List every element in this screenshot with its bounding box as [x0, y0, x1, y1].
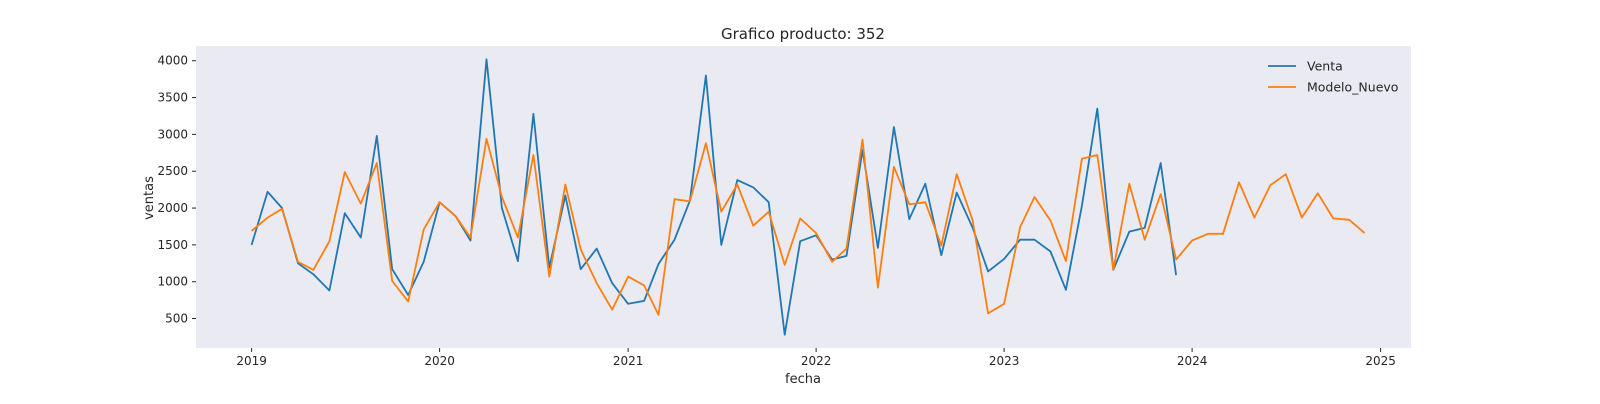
y-tick-label: 1000	[157, 275, 188, 289]
x-tick-label: 2023	[989, 354, 1020, 368]
y-tick-label: 500	[165, 312, 188, 326]
x-tick-label: 2020	[424, 354, 455, 368]
y-tick-label: 3000	[157, 127, 188, 141]
chart-title: Grafico producto: 352	[721, 25, 885, 43]
x-tick-label: 2024	[1177, 354, 1208, 368]
legend-label: Modelo_Nuevo	[1307, 80, 1398, 95]
x-tick-label: 2025	[1365, 354, 1396, 368]
y-tick-label: 4000	[157, 54, 188, 68]
x-tick-label: 2022	[801, 354, 832, 368]
x-tick-label: 2021	[613, 354, 644, 368]
x-tick-label: 2019	[236, 354, 267, 368]
y-axis-label: ventas	[142, 176, 157, 220]
y-tick-label: 3500	[157, 91, 188, 105]
x-axis-label: fecha	[785, 372, 821, 387]
y-tick-label: 2000	[157, 201, 188, 215]
series-line-venta	[250, 58, 1177, 336]
plot-area	[196, 46, 1411, 348]
y-tick-label: 2500	[157, 164, 188, 178]
series-line-modelo-nuevo	[251, 137, 1366, 316]
legend-label: Venta	[1307, 59, 1343, 74]
y-tick-label: 1500	[157, 238, 188, 252]
